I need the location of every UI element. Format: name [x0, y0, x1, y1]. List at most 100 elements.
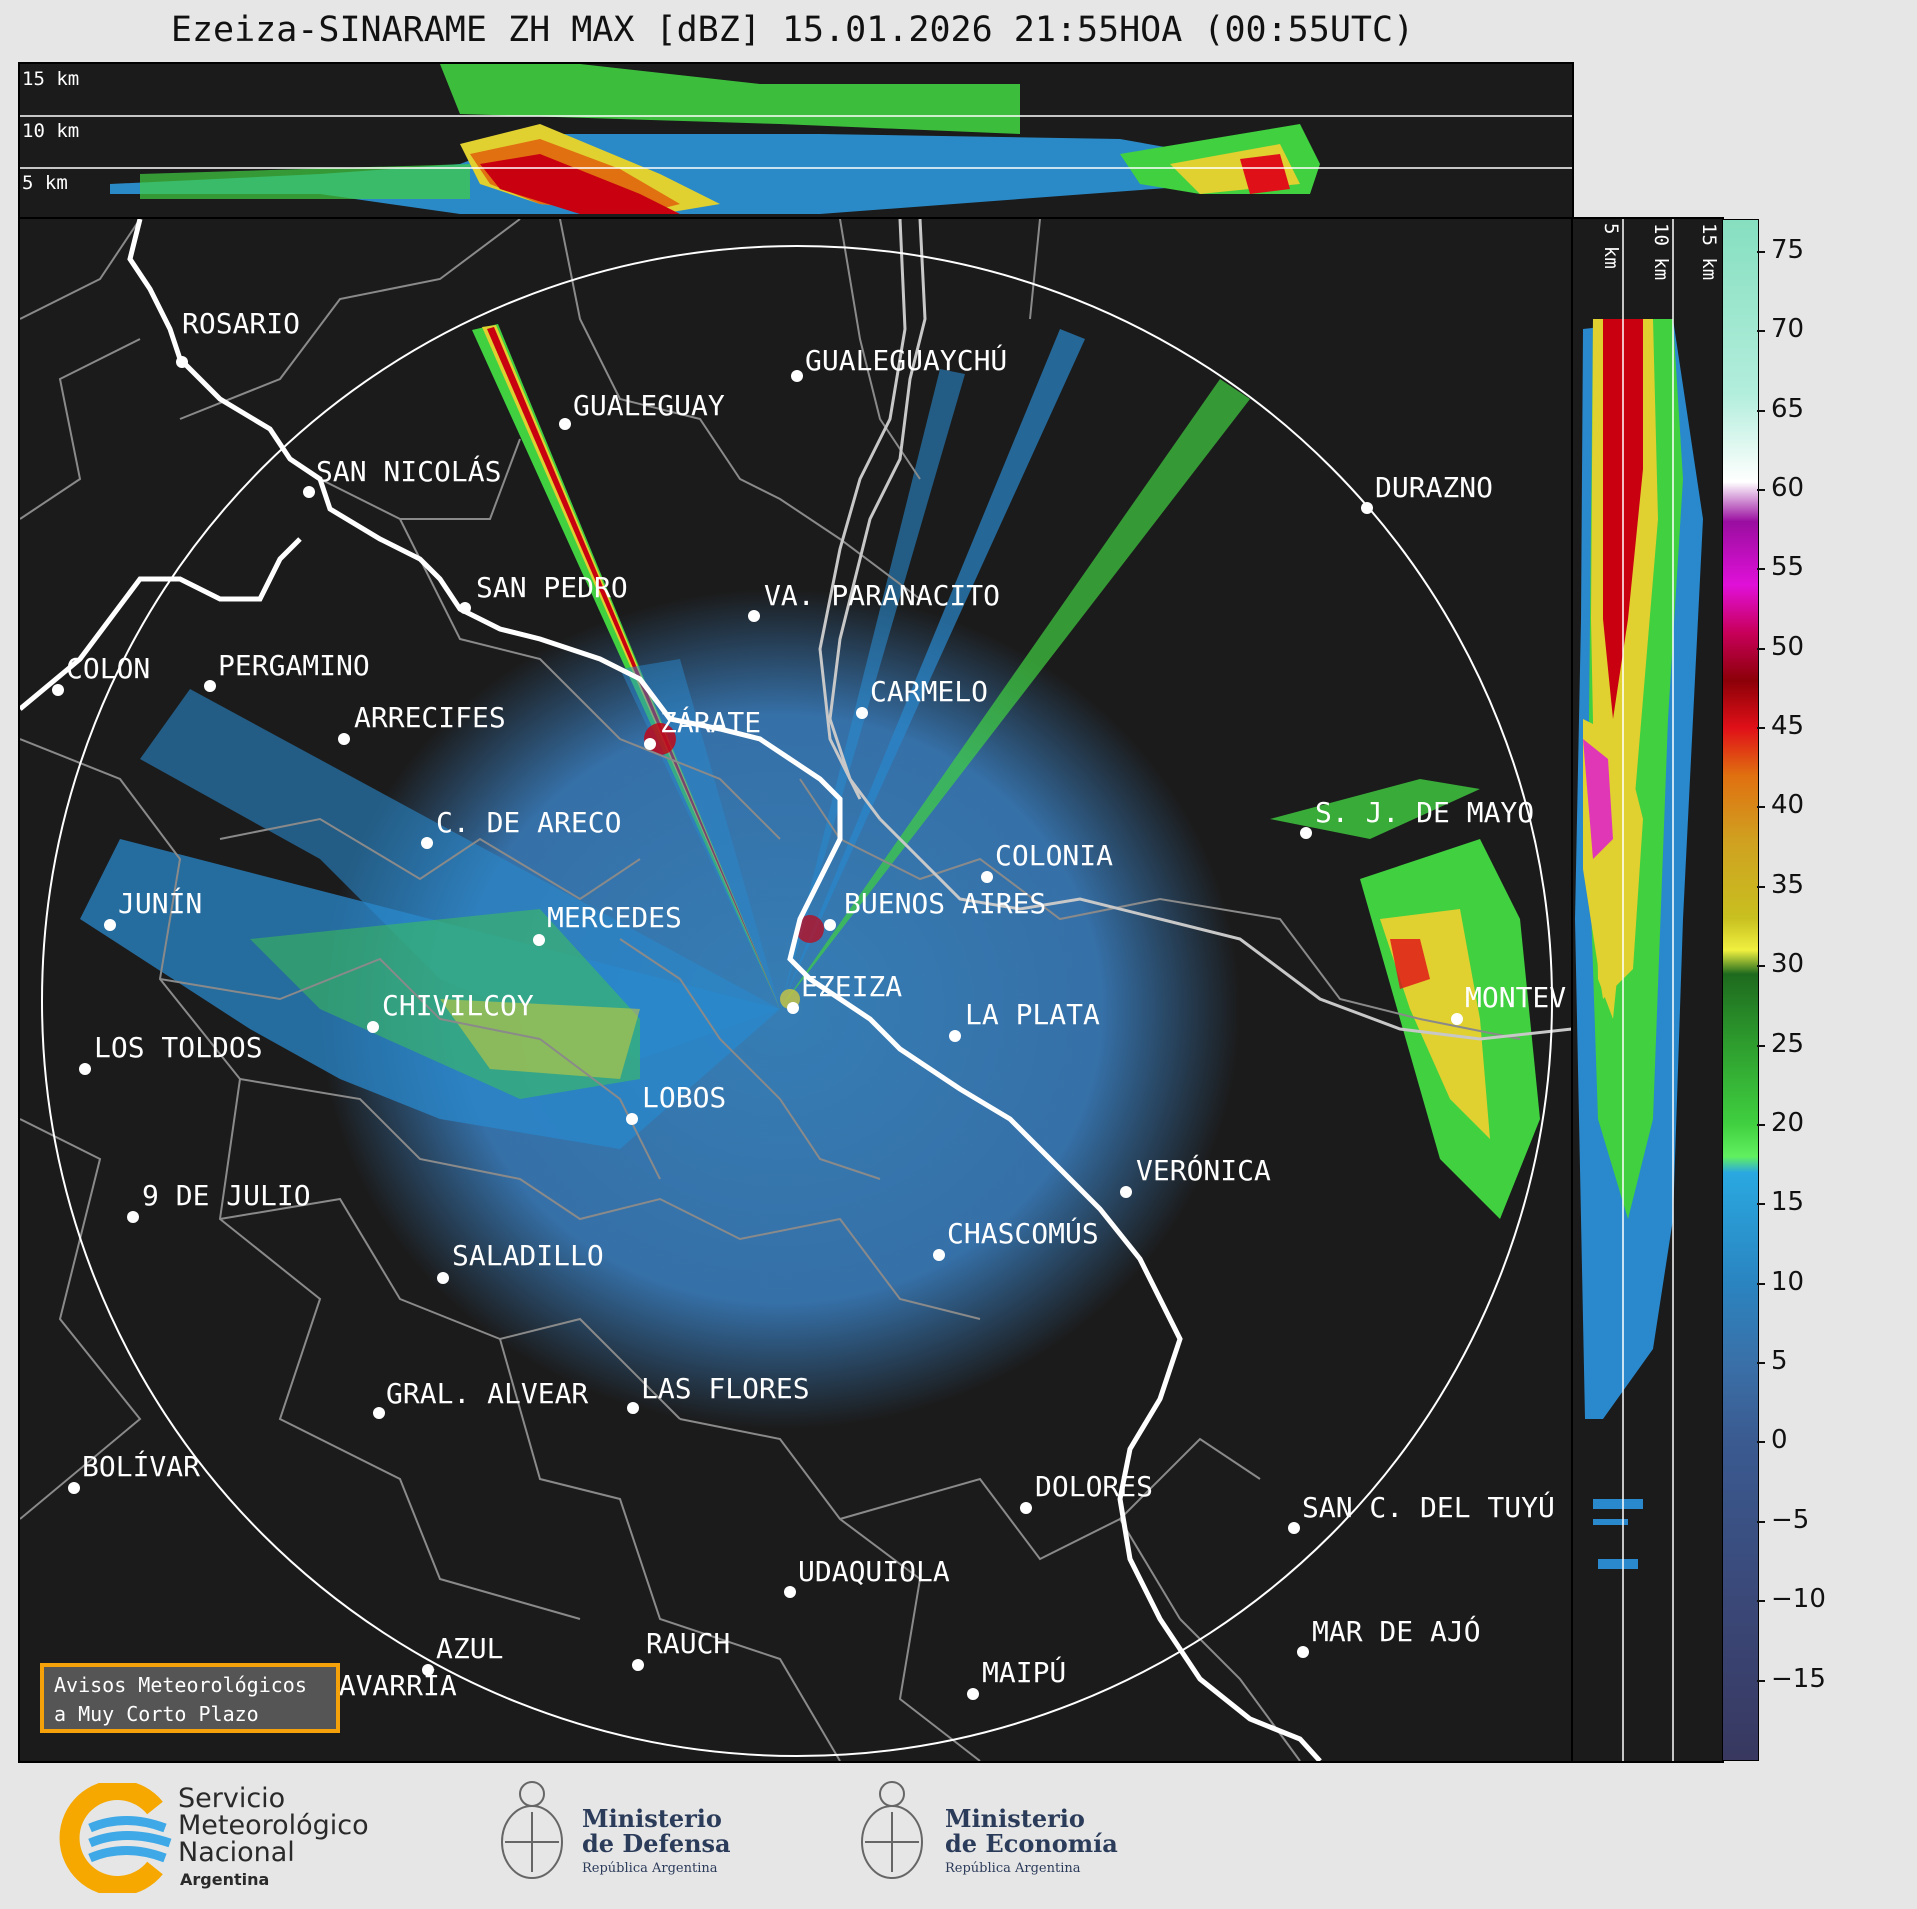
city-dot-los-toldos [79, 1063, 91, 1075]
city-dot-9-de-julio [127, 1211, 139, 1223]
city-label-veronica: VERÓNICA [1136, 1154, 1271, 1187]
city-label-junin: JUNÍN [118, 887, 203, 920]
city-dot-durazno [1361, 502, 1373, 514]
colorbar-tick-mark [1757, 1600, 1765, 1603]
city-dot-mercedes [533, 934, 545, 946]
map-title: Ezeiza-SINARAME ZH MAX [dBZ] 15.01.2026 … [170, 10, 1415, 50]
range-ring [41, 245, 1553, 1757]
colorbar-tick-label: 10 [1771, 1266, 1805, 1297]
colorbar-tick-label: 75 [1771, 234, 1805, 265]
colorbar-tick-label: −15 [1771, 1663, 1826, 1694]
top-alt-10km: 10 km [22, 120, 80, 142]
top-cross-section-plot [20, 64, 1572, 214]
city-dot-chascomus [933, 1249, 945, 1261]
city-label-9-de-julio: 9 DE JULIO [142, 1179, 311, 1212]
city-label-lobos: LOBOS [642, 1081, 727, 1114]
coastline [20, 219, 1322, 1761]
colorbar-tick-mark [1757, 885, 1765, 888]
colorbar-tick-mark [1757, 409, 1765, 412]
city-dot-azul [422, 1664, 434, 1676]
colorbar-tick-label: 30 [1771, 949, 1805, 980]
economia-line-1: Ministerio [945, 1804, 1085, 1833]
colorbar-tick-label: 25 [1771, 1028, 1805, 1059]
city-dot-la-plata [949, 1030, 961, 1042]
notice-box[interactable]: Avisos Meteorológicos a Muy Corto Plazo [40, 1663, 340, 1733]
colorbar-tick-mark [1757, 1282, 1765, 1285]
radar-map-svg [20, 219, 1572, 1761]
economia-line-2: de Economía [945, 1829, 1118, 1858]
city-label-san-c-del-tuyu: SAN C. DEL TUYÚ [1302, 1491, 1555, 1524]
colorbar-tick-mark [1757, 647, 1765, 650]
city-label-gral-alvear: GRAL. ALVEAR [386, 1377, 589, 1410]
city-label-saladillo: SALADILLO [452, 1239, 604, 1272]
city-label-san-nicolas: SAN NICOLÁS [316, 455, 502, 488]
colorbar-tick-label: 50 [1771, 631, 1805, 662]
city-label-udaquiola: UDAQUIOLA [798, 1555, 950, 1588]
city-dot-colon [52, 684, 64, 696]
colorbar-tick-mark [1757, 727, 1765, 730]
city-label-colon: COLON [66, 652, 151, 685]
city-label-rosario: ROSARIO [182, 307, 301, 340]
city-dot-gualeguaychu [791, 370, 803, 382]
colorbar-tick-label: 70 [1771, 314, 1805, 345]
city-label-chivilcoy: CHIVILCOY [382, 989, 534, 1022]
city-dot-las-flores [627, 1402, 639, 1414]
notice-line-2: a Muy Corto Plazo [54, 1702, 259, 1726]
colorbar-tick-mark [1757, 250, 1765, 253]
city-dot-saladillo [437, 1272, 449, 1284]
smn-line-4: Argentina [180, 1870, 270, 1889]
city-dot-junin [104, 919, 116, 931]
colorbar-tick-label: 15 [1771, 1187, 1805, 1218]
top-echo-layer [110, 64, 1320, 214]
colorbar-tick-label: 55 [1771, 552, 1805, 583]
city-dot-gualeguay [559, 418, 571, 430]
smn-logo-icon [59, 1783, 172, 1893]
city-dot-rosario [176, 356, 188, 368]
right-cross-section-plot [1575, 219, 1703, 1761]
city-dot-san-c-del-tuyu [1288, 1522, 1300, 1534]
city-label-las-flores: LAS FLORES [641, 1372, 810, 1405]
top-cross-section: 15 km 10 km 5 km [18, 62, 1574, 220]
city-label-mercedes: MERCEDES [547, 901, 682, 934]
smn-line-1: Servicio [178, 1783, 286, 1814]
top-alt-5km: 5 km [22, 172, 68, 194]
city-label-la-plata: LA PLATA [965, 998, 1100, 1031]
city-dot-c-de-areco [421, 837, 433, 849]
city-label-sj-de-mayo: S. J. DE MAYO [1315, 796, 1535, 829]
colorbar-tick-label: 45 [1771, 711, 1805, 742]
colorbar-tick-label: −10 [1771, 1584, 1826, 1615]
city-dot-zarate [644, 738, 656, 750]
colorbar-tick-label: 35 [1771, 869, 1805, 900]
city-dot-rauch [632, 1659, 644, 1671]
city-dot-udaquiola [784, 1586, 796, 1598]
colorbar-tick-mark [1757, 1123, 1765, 1126]
economia-seal-icon [861, 1781, 923, 1879]
economia-logo-text: Ministerio de Economía República Argenti… [945, 1806, 1118, 1881]
city-dot-carmelo [856, 707, 868, 719]
colorbar-tick-mark [1757, 1362, 1765, 1365]
defensa-line-2: de Defensa [582, 1829, 731, 1858]
colorbar-tick-label: 60 [1771, 472, 1805, 503]
colorbar-tick-mark [1757, 806, 1765, 809]
city-dot-ezeiza [787, 1002, 799, 1014]
city-label-chascomus: CHASCOMÚS [947, 1217, 1099, 1250]
city-markers [52, 356, 1463, 1715]
city-label-gualeguay: GUALEGUAY [573, 389, 725, 422]
city-label-los-toldos: LOS TOLDOS [94, 1031, 263, 1064]
colorbar-tick-mark [1757, 1044, 1765, 1047]
city-label-dolores: DOLORES [1035, 1470, 1154, 1503]
colorbar-tick-mark [1757, 1203, 1765, 1206]
city-dot-lobos [626, 1113, 638, 1125]
city-dot-bolivar [68, 1482, 80, 1494]
city-dot-montev [1451, 1013, 1463, 1025]
defensa-seal-icon [501, 1781, 563, 1879]
city-label-c-de-areco: C. DE ARECO [436, 806, 622, 839]
smn-logo-text: Servicio Meteorológico Nacional Argentin… [178, 1785, 369, 1893]
colorbar-tick-mark [1757, 965, 1765, 968]
colorbar-tick-label: 5 [1771, 1346, 1788, 1377]
right-echo-layer [1575, 319, 1703, 1569]
city-label-mar-de-ajo: MAR DE AJÓ [1312, 1615, 1481, 1648]
city-dot-va-paranacito [748, 610, 760, 622]
city-label-colonia: COLONIA [995, 839, 1114, 872]
city-label-carmelo: CARMELO [870, 675, 989, 708]
